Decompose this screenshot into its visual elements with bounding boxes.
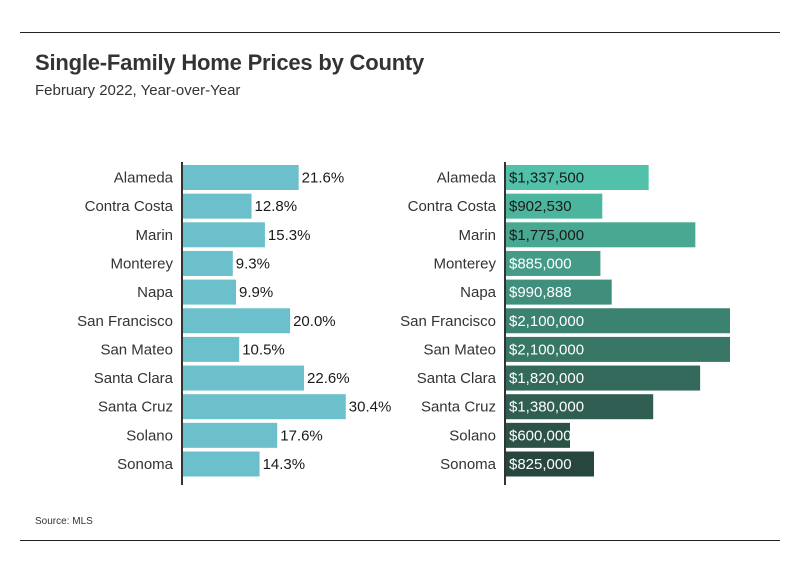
- growth-value-label-santa-cruz: 30.4%: [349, 399, 392, 416]
- growth-value-label-san-mateo: 10.5%: [242, 341, 285, 358]
- price-category-label-santa-cruz: Santa Cruz: [421, 399, 496, 416]
- price-value-label-solano: $600,000: [509, 427, 572, 444]
- price-category-label-alameda: Alameda: [437, 170, 497, 187]
- growth-category-label-monterey: Monterey: [110, 255, 173, 272]
- growth-value-label-solano: 17.6%: [280, 427, 323, 444]
- growth-category-label-santa-clara: Santa Clara: [94, 370, 174, 387]
- chart-subtitle: February 2022, Year-over-Year: [35, 82, 241, 99]
- price-value-label-san-francisco: $2,100,000: [509, 313, 584, 330]
- growth-value-label-napa: 9.9%: [239, 284, 273, 301]
- price-value-label-alameda: $1,337,500: [509, 170, 584, 187]
- growth-category-label-alameda: Alameda: [114, 170, 174, 187]
- growth-bar-santa-clara: [183, 365, 305, 391]
- growth-category-label-sonoma: Sonoma: [117, 456, 174, 473]
- price-category-label-marin: Marin: [458, 227, 496, 244]
- price-chart: Alameda $1,337,500 Contra Costa $902,530 Mar…: [400, 162, 730, 485]
- growth-value-label-marin: 15.3%: [268, 227, 311, 244]
- growth-bar-san-mateo: [183, 336, 240, 362]
- growth-category-label-san-francisco: San Francisco: [77, 313, 173, 330]
- growth-value-label-santa-clara: 22.6%: [307, 370, 350, 387]
- growth-bar-alameda: [183, 165, 299, 190]
- price-value-label-napa: $990,888: [509, 284, 572, 301]
- price-value-label-santa-clara: $1,820,000: [509, 370, 584, 387]
- price-bar-monterey: [506, 250, 601, 276]
- growth-bar-monterey: [183, 250, 233, 276]
- price-value-label-monterey: $885,000: [509, 255, 572, 272]
- price-bar-sonoma: [506, 451, 594, 477]
- growth-value-label-san-francisco: 20.0%: [293, 313, 336, 330]
- growth-bar-san-francisco: [183, 308, 291, 334]
- growth-category-label-napa: Napa: [137, 284, 174, 301]
- price-category-label-napa: Napa: [460, 284, 497, 301]
- source-note: Source: MLS: [35, 516, 93, 527]
- price-value-label-santa-cruz: $1,380,000: [509, 399, 584, 416]
- growth-bar-solano: [183, 422, 278, 448]
- price-bar-alameda: [506, 165, 649, 190]
- price-bar-napa: [506, 279, 612, 305]
- price-bar-contra-costa: [506, 193, 603, 219]
- growth-category-label-marin: Marin: [135, 227, 173, 244]
- price-category-label-san-francisco: San Francisco: [400, 313, 496, 330]
- growth-bar-sonoma: [183, 451, 260, 477]
- price-bar-santa-cruz: [506, 394, 654, 420]
- price-category-label-san-mateo: San Mateo: [423, 341, 496, 358]
- price-bar-san-francisco: [506, 308, 730, 334]
- price-category-label-solano: Solano: [449, 427, 496, 444]
- top-rule: [20, 32, 780, 33]
- growth-category-label-contra-costa: Contra Costa: [85, 198, 174, 215]
- growth-value-label-alameda: 21.6%: [302, 170, 345, 187]
- price-bar-santa-clara: [506, 365, 701, 391]
- price-value-label-san-mateo: $2,100,000: [509, 341, 584, 358]
- price-category-label-sonoma: Sonoma: [440, 456, 497, 473]
- growth-bar-marin: [183, 222, 265, 248]
- price-value-label-marin: $1,775,000: [509, 227, 584, 244]
- price-value-label-sonoma: $825,000: [509, 456, 572, 473]
- growth-value-label-monterey: 9.3%: [236, 255, 270, 272]
- growth-bar-santa-cruz: [183, 394, 346, 420]
- growth-category-label-santa-cruz: Santa Cruz: [98, 399, 173, 416]
- price-value-label-contra-costa: $902,530: [509, 198, 572, 215]
- growth-bar-contra-costa: [183, 193, 252, 219]
- growth-value-label-sonoma: 14.3%: [263, 456, 306, 473]
- price-bar-solano: [506, 422, 570, 448]
- growth-category-label-san-mateo: San Mateo: [100, 341, 173, 358]
- growth-bar-napa: [183, 279, 237, 305]
- price-category-label-contra-costa: Contra Costa: [408, 198, 497, 215]
- price-category-label-santa-clara: Santa Clara: [417, 370, 497, 387]
- growth-value-label-contra-costa: 12.8%: [255, 198, 298, 215]
- price-bar-san-mateo: [506, 336, 730, 362]
- bottom-rule: [20, 540, 780, 541]
- growth-category-label-solano: Solano: [126, 427, 173, 444]
- chart-title: Single-Family Home Prices by County: [35, 50, 425, 75]
- price-category-label-monterey: Monterey: [433, 255, 496, 272]
- price-bar-marin: [506, 222, 696, 248]
- growth-chart: Alameda 21.6% Contra Costa 12.8% Marin 15.3% M…: [77, 162, 391, 485]
